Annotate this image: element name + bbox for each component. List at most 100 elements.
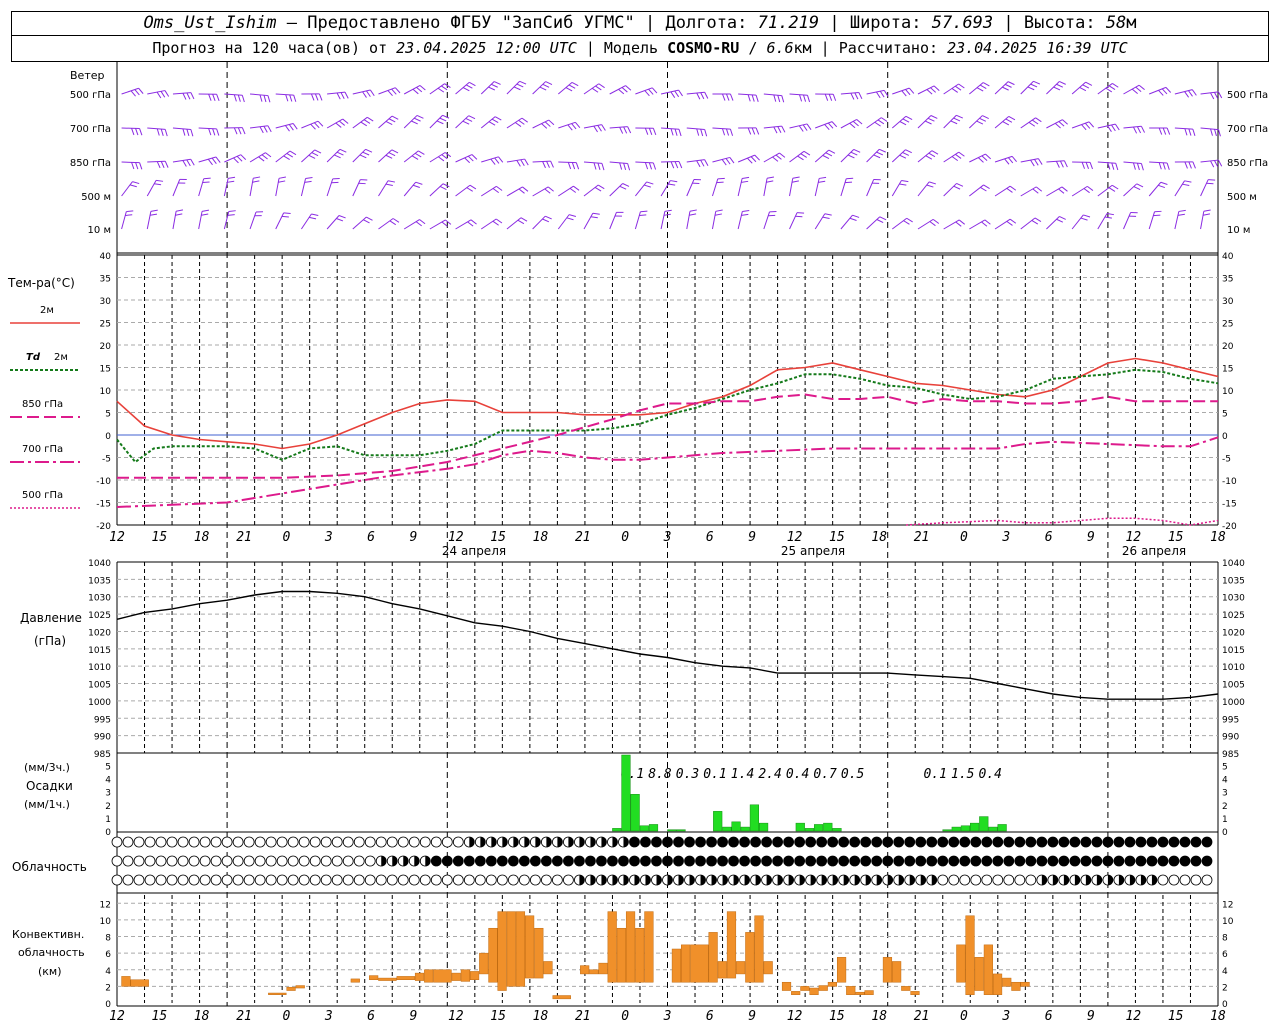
wind-barb: [249, 93, 269, 97]
wind-barb: [737, 178, 743, 197]
cloud-cover-symbol: [1157, 874, 1169, 886]
cloud-cover-fill: [629, 837, 640, 847]
wind-barb-flag: [160, 161, 165, 168]
cloud-cover-fill: [590, 837, 596, 847]
precip-tick-right: 3: [1222, 789, 1228, 799]
precip-total-label: 2.4: [758, 767, 781, 782]
wind-barb-flag: [1005, 118, 1013, 123]
wind-barb-flag: [1085, 81, 1093, 86]
pressure-tick-left: 1030: [88, 594, 111, 604]
precip-tick-left: 2: [105, 802, 111, 812]
wind-barb: [532, 160, 551, 163]
wind-barb-flag: [876, 151, 884, 156]
wind-barb-flag: [336, 151, 344, 156]
cloud-cover-fill: [1201, 856, 1212, 866]
convective-bar: [910, 991, 920, 995]
wind-barb-flag: [304, 180, 312, 183]
wind-barb-flag: [186, 92, 191, 100]
cloud-cover-symbol: [430, 874, 442, 886]
cloud-cover-symbol: [177, 874, 189, 886]
wind-barb-flag: [976, 87, 984, 92]
wind-barb-flag: [212, 128, 216, 136]
cloud-cover-symbol: [243, 836, 255, 848]
cloud-cover-fill: [491, 837, 497, 847]
cloud-cover-fill: [948, 837, 959, 847]
hour-tick-label-bottom: 15: [829, 1009, 845, 1024]
wind-barb-flag: [469, 184, 477, 190]
wind-barb-flag: [542, 83, 550, 88]
cloud-cover-symbol: [177, 836, 189, 848]
temp-tick-left: 40: [100, 252, 112, 262]
wind-barb-flag: [1165, 87, 1172, 93]
wind-barb-flag: [394, 87, 401, 94]
cloud-cover-symbol: [111, 874, 123, 886]
wind-barb-flag: [216, 128, 220, 136]
cloud-cover-fill: [1091, 837, 1102, 847]
wind-barb-flag: [1184, 161, 1188, 169]
cloud-cover-fill: [662, 856, 673, 866]
precip-total-label: 0.7: [813, 767, 837, 782]
pressure-tick-right: 995: [1222, 715, 1239, 725]
precip-title: Осадки: [26, 779, 73, 793]
wind-barb-flag: [494, 81, 501, 85]
wind-barb-flag: [928, 181, 936, 185]
wind-barb-flag: [150, 209, 158, 212]
cloud-cover-fill: [475, 856, 486, 866]
convective-bar: [552, 995, 571, 1000]
conv-tick-right: 0: [1222, 1000, 1228, 1010]
cloud-cover-symbol: [232, 836, 244, 848]
wind-barb-flag: [751, 94, 755, 102]
wind-barb: [506, 80, 521, 95]
wind-barb-flag: [1166, 162, 1170, 170]
temp-tick-right: -5: [1222, 455, 1231, 465]
wind-barb-flag: [267, 95, 271, 103]
wind-barb-flag: [338, 120, 346, 126]
wind-barb-flag: [1162, 162, 1166, 170]
wind-barb-flag: [498, 156, 504, 163]
wind-barb-flag: [1004, 158, 1010, 165]
wind-barb-flag: [542, 218, 550, 223]
wind-barb-flag: [1192, 129, 1196, 136]
wind-barb: [917, 115, 932, 129]
wind-barb-flag: [465, 117, 473, 122]
precip-bar: [722, 826, 732, 832]
convective-bar: [469, 971, 480, 980]
cloud-cover-fill: [887, 875, 893, 885]
wind-barb-flag: [593, 162, 597, 170]
cloud-cover-symbol: [254, 874, 266, 886]
wind-barb-flag: [283, 155, 290, 160]
wind-barb-flag: [908, 87, 915, 94]
wind-barb-flag: [1005, 83, 1012, 88]
wind-barb-flag: [981, 155, 988, 161]
cloud-cover-fill: [1058, 856, 1069, 866]
latitude-label: Широта:: [849, 13, 922, 33]
cloud-cover-fill: [469, 837, 475, 847]
hour-tick-label-bottom: 9: [748, 1009, 756, 1024]
wind-barb-flag: [267, 125, 272, 133]
wind-barb-flag: [619, 162, 623, 170]
wind-barb: [661, 127, 680, 130]
cloud-cover-symbol: [232, 874, 244, 886]
wind-barb-flag: [1182, 183, 1190, 187]
cloud-cover-fill: [607, 856, 618, 866]
wind-barb: [1071, 121, 1090, 129]
precip-bar: [997, 824, 1007, 832]
cloud-cover-fill: [761, 837, 772, 847]
wind-barb-flag: [1184, 180, 1192, 183]
convective-bar: [791, 991, 801, 995]
cloud-cover-fill: [497, 856, 508, 866]
calc-label: Рассчитано:: [838, 39, 939, 57]
wind-level-label: 850 гПа: [70, 158, 111, 169]
wind-barb-flag: [828, 93, 833, 101]
wind-barb-flag: [201, 209, 210, 212]
wind-barb: [429, 114, 443, 129]
wind-barb-flag: [1061, 186, 1068, 192]
wind-barb-flag: [1059, 160, 1064, 168]
wind-barb: [994, 155, 1013, 163]
hour-tick-label-bottom: 21: [236, 1009, 252, 1024]
wind-barb-flag: [135, 128, 139, 136]
wind-barb-flag: [1107, 125, 1112, 132]
wind-barb: [763, 125, 782, 129]
wind-barb: [1123, 212, 1132, 230]
hour-tick-label-bottom: 15: [152, 1009, 168, 1024]
